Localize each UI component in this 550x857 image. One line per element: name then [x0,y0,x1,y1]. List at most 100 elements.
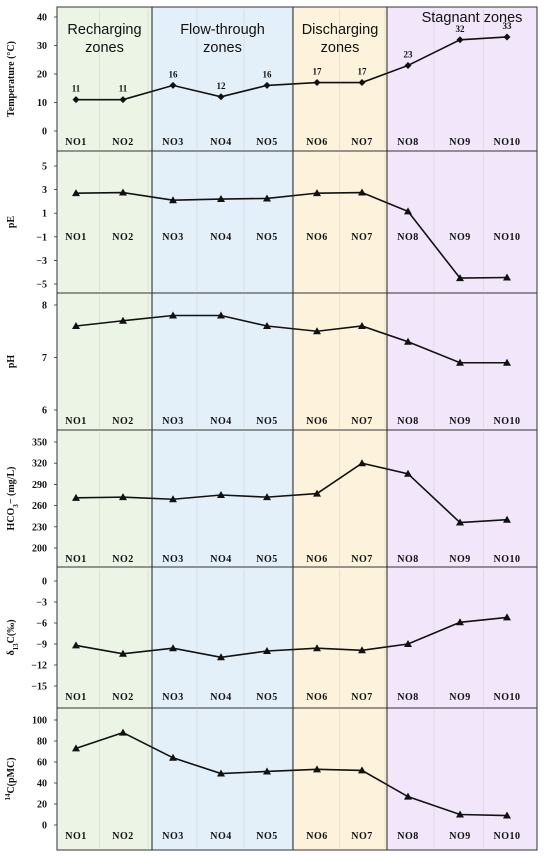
y-tick-label: 0 [42,577,47,588]
zone-title-3: Discharging zones [302,22,379,56]
y-tick-label: 0 [42,127,47,138]
data-point [503,613,511,621]
category-label: NO3 [162,232,184,243]
data-point [263,322,271,329]
y-tick-label: 80 [37,737,47,748]
category-label: NO3 [162,416,184,427]
y-tick-label: 350 [32,438,47,449]
data-point [404,207,412,215]
chart-panel-3: 6 7 8 pH NO1 NO2 NO3 NO4 NO5 NO6 NO7 NO8 NO9 NO10 [6,292,537,430]
data-point [313,327,321,335]
data-point [404,792,412,800]
data-point [72,493,80,501]
y-tick-label: 3 [42,185,47,196]
category-label: NO9 [449,232,471,243]
category-label: NO2 [112,416,134,427]
data-point [217,195,225,203]
zone-backgrounds [57,7,537,850]
data-point [404,640,412,647]
zone-title-1: Recharging zones [67,22,141,56]
category-label: NO7 [351,232,373,243]
category-label: NO10 [494,554,521,565]
zone-title-line: zones [85,40,124,56]
y-tick-label: −5 [36,280,47,291]
y-tick-label: 40 [37,13,47,24]
y-tick-label: 40 [37,779,47,790]
data-point [313,489,321,497]
category-label: NO8 [397,137,419,148]
data-point [169,644,177,652]
y-tick-label: 7 [42,353,47,364]
figure-frame [56,6,538,851]
data-point [503,33,511,41]
category-label: NO8 [397,554,419,565]
y-axis-label-part: C(pMC) [6,757,17,793]
category-label: NO10 [494,137,521,148]
series-line [75,616,508,659]
category-label: NO5 [256,416,278,427]
data-point [217,769,225,777]
zone-title-2: Flow-through zones [180,22,265,56]
category-label: NO9 [449,831,471,842]
category-label: NO2 [112,831,134,842]
data-point [404,337,412,345]
category-label: NO6 [306,137,328,148]
zone-title-line: Discharging [302,22,379,38]
category-label: NO7 [351,137,373,148]
y-tick-label: 100 [32,716,47,727]
data-point [456,36,464,44]
y-tick-label: −1 [36,232,47,243]
zone-title-line: Flow-through [180,22,265,38]
zone-background-1 [57,7,152,850]
y-axis-label-part: pE [6,216,17,229]
chart-panel-1: 0 10 20 30 40 Temperature (°C) NO1 NO2 NO3 NO4 NO5… [6,7,521,151]
data-label: 17 [313,67,323,77]
data-point [503,811,511,819]
data-point [503,358,511,366]
category-label: NO9 [449,416,471,427]
data-point [119,728,127,736]
category-label: NO1 [65,416,87,427]
zone-borders [56,6,538,851]
series-line [75,314,507,364]
y-axis-label: pE [6,216,17,229]
y-tick-label: −3 [36,598,47,609]
data-label: 16 [263,69,273,79]
data-point [358,188,366,196]
zone-title-4: Stagnant zones [422,10,523,26]
data-point [313,79,321,87]
category-label: NO7 [351,416,373,427]
data-point [456,618,464,626]
category-label: NO4 [210,831,232,842]
series-line [75,191,508,279]
data-point [119,188,127,196]
y-tick-label: 6 [42,406,47,417]
y-axis-label-part: − (mg/L) [6,467,17,505]
y-tick-label: 10 [37,98,47,109]
category-label: NO1 [65,232,87,243]
category-label: NO3 [162,692,184,703]
zone-title-line: zones [203,40,242,56]
y-axis-label-part: 13 [12,643,20,651]
data-point [217,653,225,661]
category-label: NO6 [306,692,328,703]
category-label: NO10 [494,831,521,842]
data-point [313,644,321,652]
zone-title-line: Stagnant zones [422,10,523,26]
data-label: 33 [503,21,513,31]
data-label: 32 [456,24,466,34]
data-point [263,493,271,501]
y-tick-label: 320 [32,459,47,470]
data-point [404,469,412,477]
category-label: NO10 [494,692,521,703]
series-line [75,462,508,524]
category-label: NO6 [306,831,328,842]
category-label: NO10 [494,416,521,427]
category-label: NO8 [397,692,419,703]
data-point [456,358,464,366]
y-tick-label: 290 [32,480,47,491]
category-label: NO5 [256,554,278,565]
data-point [217,311,225,319]
category-label: NO3 [162,137,184,148]
data-label: 23 [404,49,414,59]
